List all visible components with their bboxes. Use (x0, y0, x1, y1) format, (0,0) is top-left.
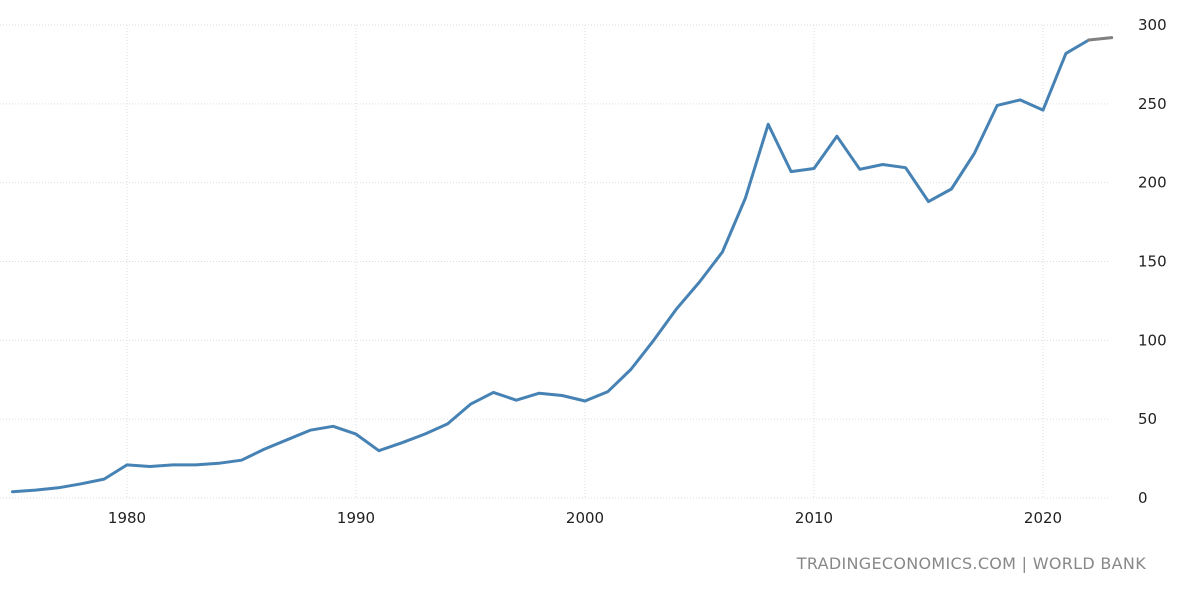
forecast-series-line (1087, 36, 1114, 42)
y-tick-label: 300 (1138, 16, 1167, 34)
y-axis-ticks: 0 50 100 150 200 250 300 (1138, 16, 1167, 507)
y-tick-label: 250 (1138, 95, 1167, 113)
line-chart: 1980 1990 2000 2010 2020 0 50 100 150 200 250 300 (0, 16, 1167, 527)
x-tick-label: 1980 (108, 509, 146, 527)
source-credit: TRADINGECONOMICS.COM | WORLD BANK (796, 554, 1146, 573)
y-tick-label: 200 (1138, 174, 1167, 192)
series-line (11, 38, 1091, 494)
x-tick-label: 2020 (1024, 509, 1062, 527)
x-axis-ticks: 1980 1990 2000 2010 2020 (108, 509, 1062, 527)
x-tick-label: 2010 (795, 509, 833, 527)
x-tick-label: 2000 (566, 509, 604, 527)
x-tick-label: 1990 (337, 509, 375, 527)
series-lines (11, 36, 1114, 494)
y-tick-label: 0 (1138, 489, 1148, 507)
y-tick-label: 150 (1138, 253, 1167, 271)
gridlines (0, 24, 1110, 499)
y-tick-label: 50 (1138, 410, 1157, 428)
y-tick-label: 100 (1138, 331, 1167, 349)
